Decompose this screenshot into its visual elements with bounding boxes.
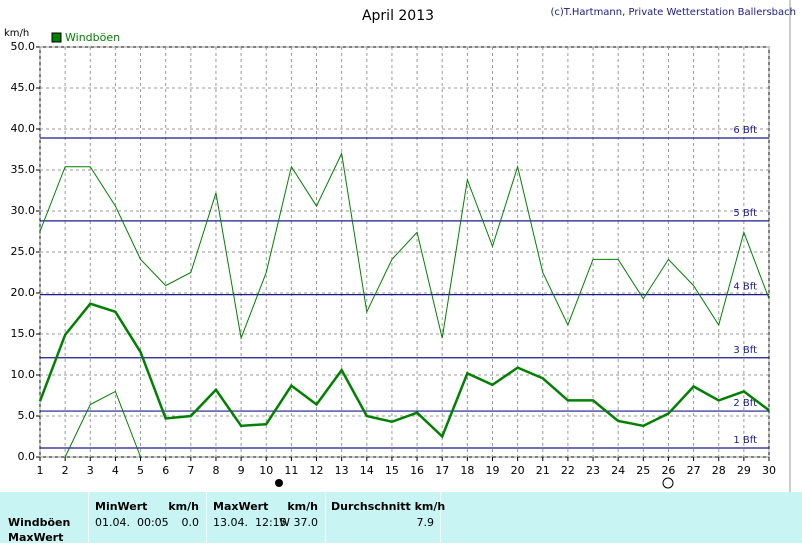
beaufort-label: 4 Bft xyxy=(733,282,757,293)
chart: April 2013 (c)T.Hartmann, Private Wetter… xyxy=(4,0,796,492)
y-tick-label: 25.0 xyxy=(11,245,36,258)
header: MinWert xyxy=(95,500,148,513)
x-tick-label: 3 xyxy=(87,464,94,477)
beaufort-label: 3 Bft xyxy=(733,345,757,356)
x-tick-label: 23 xyxy=(586,464,600,477)
x-tick-label: 24 xyxy=(611,464,625,477)
x-tick-label: 26 xyxy=(661,464,675,477)
x-tick-label: 17 xyxy=(435,464,449,477)
x-tick-label: 14 xyxy=(360,464,374,477)
y-tick-label: 0.0 xyxy=(18,450,36,463)
header: km/h xyxy=(287,500,318,513)
y-tick-label: 40.0 xyxy=(11,122,36,135)
x-tick-label: 13 xyxy=(335,464,349,477)
cell: W 37.0 xyxy=(279,516,318,529)
y-tick-label: 20.0 xyxy=(11,286,36,299)
beaufort-label: 5 Bft xyxy=(733,208,757,219)
x-tick-label: 20 xyxy=(511,464,525,477)
y-tick-label: 45.0 xyxy=(11,81,36,94)
x-tick-label: 8 xyxy=(212,464,219,477)
x-tick-label: 19 xyxy=(485,464,499,477)
series-line xyxy=(38,302,770,439)
separator xyxy=(206,492,207,543)
series-line xyxy=(39,151,770,340)
y-axis-label: km/h xyxy=(4,28,29,39)
copyright: (c)T.Hartmann, Private Wetterstation Bal… xyxy=(550,7,796,18)
x-tick-label: 21 xyxy=(536,464,550,477)
x-tick-label: 16 xyxy=(410,464,424,477)
x-tick-label: 7 xyxy=(187,464,194,477)
x-tick-label: 29 xyxy=(737,464,751,477)
x-tick-label: 27 xyxy=(687,464,701,477)
y-tick-label: 30.0 xyxy=(11,204,36,217)
cell: 13.04. 12:15 xyxy=(213,516,287,529)
series-line xyxy=(64,390,142,458)
beaufort-label: 1 Bft xyxy=(733,435,757,446)
row-label: Windböen xyxy=(8,516,71,529)
header: km/h xyxy=(168,500,199,513)
y-tick-label: 10.0 xyxy=(11,368,36,381)
separator xyxy=(88,492,89,543)
x-tick-label: 15 xyxy=(385,464,399,477)
x-tick-label: 18 xyxy=(460,464,474,477)
x-tick-label: 10 xyxy=(259,464,273,477)
x-tick-label: 25 xyxy=(636,464,650,477)
row-label: MaxWert xyxy=(8,531,64,544)
x-tick-label: 30 xyxy=(762,464,776,477)
cell: 7.9 xyxy=(416,516,435,529)
header: Durchschnitt km/h xyxy=(331,500,446,513)
x-tick-label: 11 xyxy=(284,464,298,477)
legend-label: Windböen xyxy=(65,31,120,44)
y-tick-label: 35.0 xyxy=(11,163,36,176)
separator xyxy=(440,492,441,543)
x-tick-label: 22 xyxy=(561,464,575,477)
x-tick-label: 28 xyxy=(712,464,726,477)
stats-table: MinWert km/h MaxWert km/h Durchschnitt k… xyxy=(0,492,802,544)
cell: 01.04. 00:05 xyxy=(95,516,169,529)
chart-title: April 2013 xyxy=(362,8,434,24)
x-tick-label: 12 xyxy=(310,464,324,477)
moon-full xyxy=(662,477,674,489)
cell: 0.0 xyxy=(181,516,200,529)
x-tick-label: 4 xyxy=(112,464,119,477)
x-tick-label: 6 xyxy=(162,464,169,477)
x-tick-label: 2 xyxy=(62,464,69,477)
y-tick-label: 15.0 xyxy=(11,327,36,340)
beaufort-label: 2 Bft xyxy=(733,398,757,409)
x-tick-label: 9 xyxy=(238,464,245,477)
x-tick-label: 1 xyxy=(37,464,44,477)
header: MaxWert xyxy=(213,500,269,513)
separator xyxy=(325,492,326,543)
moon-new xyxy=(275,479,283,487)
beaufort-label: 6 Bft xyxy=(733,125,757,136)
y-tick-label: 5.0 xyxy=(18,409,36,422)
y-tick-label: 50.0 xyxy=(11,40,36,53)
x-tick-label: 5 xyxy=(137,464,144,477)
legend-swatch xyxy=(51,32,62,43)
